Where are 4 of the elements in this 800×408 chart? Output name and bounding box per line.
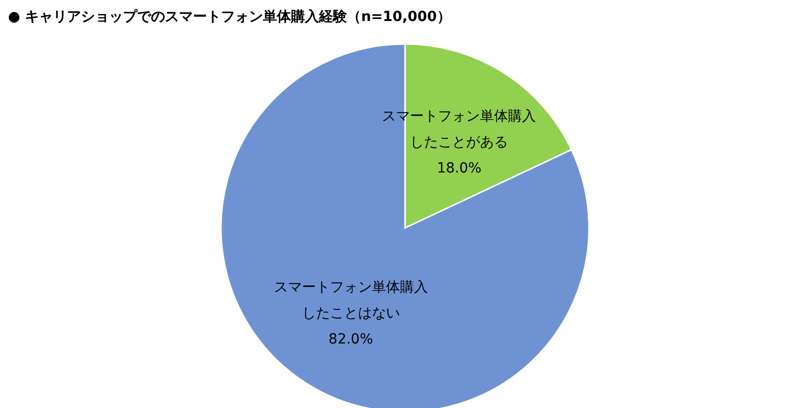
data-label: 18.0% bbox=[436, 160, 482, 176]
chart-title: ● キャリアショップでのスマートフォン単体購入経験（n=10,000） bbox=[8, 8, 451, 26]
slice-label: スマートフォン単体購入したことはない bbox=[274, 279, 428, 322]
data-label: 82.0% bbox=[328, 331, 374, 348]
